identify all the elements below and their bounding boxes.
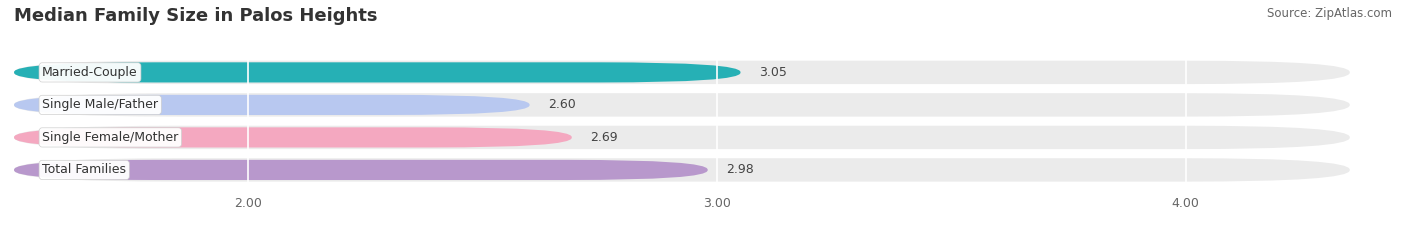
Text: Source: ZipAtlas.com: Source: ZipAtlas.com <box>1267 7 1392 20</box>
FancyBboxPatch shape <box>14 95 530 115</box>
Text: 3.05: 3.05 <box>759 66 787 79</box>
FancyBboxPatch shape <box>14 158 1350 182</box>
FancyBboxPatch shape <box>14 61 1350 84</box>
Text: Single Female/Mother: Single Female/Mother <box>42 131 179 144</box>
FancyBboxPatch shape <box>14 93 1350 116</box>
Text: 2.60: 2.60 <box>548 98 576 111</box>
Text: Single Male/Father: Single Male/Father <box>42 98 159 111</box>
FancyBboxPatch shape <box>14 126 1350 149</box>
FancyBboxPatch shape <box>14 160 707 180</box>
Text: Total Families: Total Families <box>42 163 127 176</box>
Text: 2.69: 2.69 <box>591 131 619 144</box>
Text: Married-Couple: Married-Couple <box>42 66 138 79</box>
Text: 2.98: 2.98 <box>727 163 754 176</box>
FancyBboxPatch shape <box>14 62 741 82</box>
Text: Median Family Size in Palos Heights: Median Family Size in Palos Heights <box>14 7 378 25</box>
FancyBboxPatch shape <box>14 127 572 147</box>
